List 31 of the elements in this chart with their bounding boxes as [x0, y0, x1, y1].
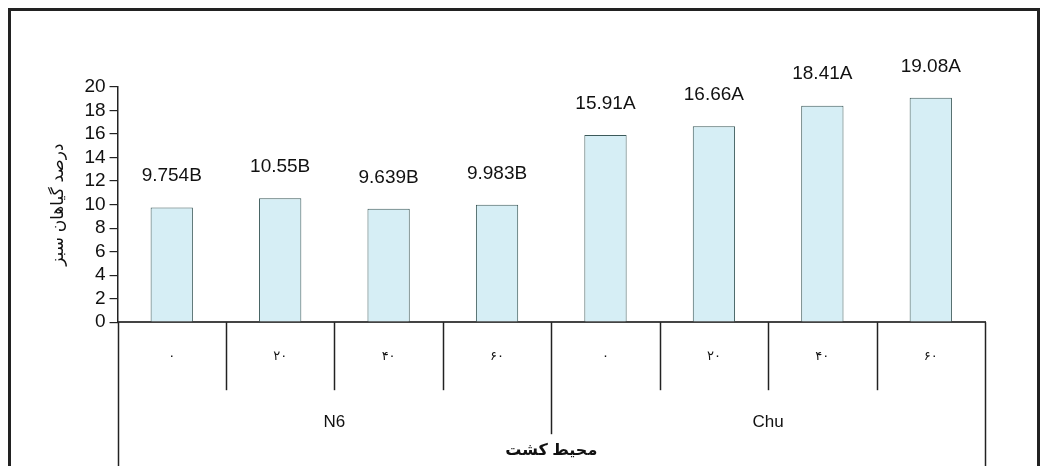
x-tick-label: ۴۰ [381, 347, 396, 363]
y-tick-label: 16 [84, 122, 106, 144]
data-label: 16.66A [683, 83, 745, 105]
text: N6 [323, 411, 346, 431]
x-tick-label: ۲۰ [273, 347, 288, 363]
y-tick-label: 12 [84, 169, 106, 191]
y-tick-label: 18 [84, 98, 106, 120]
data-label: 9.754B [141, 164, 202, 186]
x-tick-label: ۰ [168, 347, 176, 363]
y-tick-label: 10 [84, 192, 106, 214]
data-label: 18.41A [792, 62, 853, 84]
x-tick-label: ۶۰ [923, 347, 938, 363]
x-tick-label: ۲۰ [706, 347, 721, 363]
data-label: 19.08A [900, 54, 962, 76]
y-axis-title: درصد گیاهان سبز [46, 143, 67, 267]
y-tick-label: 6 [94, 239, 106, 261]
y-tick-label: 20 [84, 75, 106, 97]
text: Chu [752, 411, 784, 431]
y-tick-label: 4 [94, 263, 106, 285]
y-tick-label: 2 [94, 286, 106, 308]
x-tick-label: ۶۰ [490, 347, 505, 363]
data-label: 15.91A [575, 91, 636, 113]
data-label: 9.983B [466, 161, 528, 183]
data-label: 9.639B [358, 165, 419, 187]
data-label: 10.55B [250, 154, 311, 176]
x-tick-label: ۰ [601, 347, 609, 363]
y-tick-label: 8 [94, 216, 106, 238]
y-tick-label: 14 [84, 145, 106, 167]
y-tick-label: 0 [94, 310, 106, 332]
x-axis-title: محیط کشت [505, 440, 598, 458]
x-tick-label: ۴۰ [815, 347, 830, 363]
